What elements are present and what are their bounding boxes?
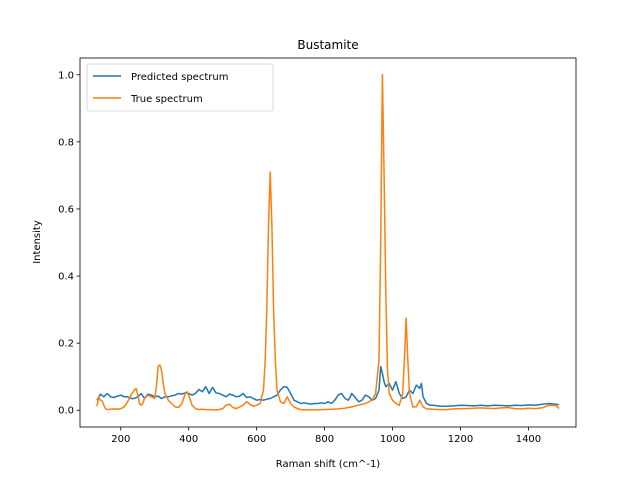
y-axis-title: Intensity: [32, 220, 43, 264]
x-axis-title: Raman shift (cm^-1): [276, 459, 381, 470]
y-tick-label: 0.2: [58, 339, 74, 350]
x-tick-label: 800: [315, 434, 334, 445]
y-axis: 0.0 0.2 0.4 0.6 0.8 1.0: [58, 70, 80, 417]
x-tick-label: 1200: [448, 434, 473, 445]
y-tick-label: 0.6: [58, 204, 74, 215]
y-tick-label: 0.0: [58, 406, 74, 417]
plot-frame: [79, 57, 577, 428]
legend-box: [86, 63, 274, 112]
x-tick-label: 600: [247, 434, 266, 445]
legend-label: True spectrum: [130, 94, 203, 105]
legend: Predicted spectrum True spectrum: [86, 63, 274, 112]
y-tick-label: 0.8: [58, 137, 74, 148]
x-tick-label: 200: [111, 434, 130, 445]
x-axis: 200 400 600 800 1000 1200 1400: [111, 427, 541, 445]
chart-title: Bustamite: [297, 38, 358, 52]
series-line-true: [96, 74, 560, 411]
legend-label: Predicted spectrum: [131, 72, 228, 83]
plot-area: [96, 74, 560, 411]
x-tick-label: 400: [179, 434, 198, 445]
y-tick-label: 0.4: [58, 272, 74, 283]
series-line-predicted: [96, 365, 560, 407]
y-tick-label: 1.0: [58, 70, 74, 81]
x-tick-label: 1000: [380, 434, 405, 445]
x-tick-label: 1400: [516, 434, 541, 445]
